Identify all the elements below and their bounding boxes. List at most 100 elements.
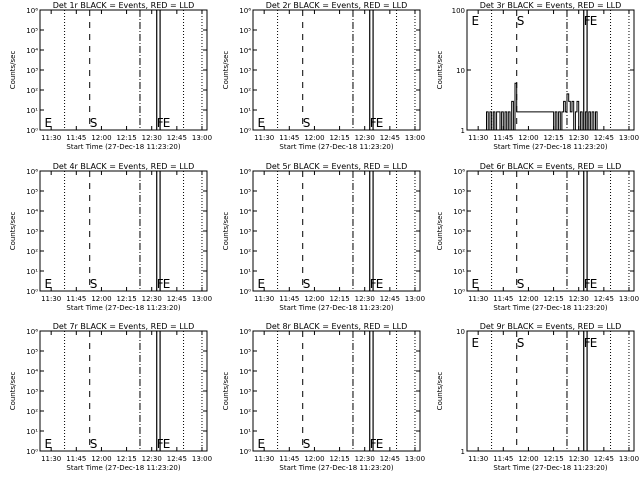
x-tick-label: 12:30 [142,134,162,142]
x-tick-label: 12:15 [116,455,136,463]
panel-det-8: Det 8r BLACK = Events, RED = LLD 10⁶ 10⁵ 10… [222,322,425,472]
panel-det-7: Det 7r BLACK = Events, RED = LLD 10⁶ 10⁵ 10… [9,322,212,472]
panel-title: Det 8r BLACK = Events, RED = LLD [266,322,408,331]
marker-label: S [517,14,525,28]
marker-label: E [163,116,171,130]
panel-title: Det 7r BLACK = Events, RED = LLD [53,322,195,331]
panel-det-4: Det 4r BLACK = Events, RED = LLD 10⁶ 10⁵ 10… [9,162,212,312]
y-tick-label: 10⁵ [239,188,251,196]
panel-det-2: Det 2r BLACK = Events, RED = LLD 10⁶ 10⁵ 10… [222,1,425,151]
y-tick-label: 10⁵ [239,348,251,356]
x-axis-label: Start Time (27-Dec-18 11:23:20) [279,304,393,312]
panel-title: Det 6r BLACK = Events, RED = LLD [480,162,622,171]
x-tick-label: 12:30 [569,295,589,303]
marker-label: E [376,116,384,130]
panel-title: Det 3r BLACK = Events, RED = LLD [480,1,622,10]
y-tick-label: 10⁶ [239,7,251,15]
x-tick-label: 12:30 [569,134,589,142]
marker-label: E [44,437,52,451]
y-tick-label: 10⁴ [26,208,38,216]
x-axis-label: Start Time (27-Dec-18 11:23:20) [493,464,607,472]
panel-title: Det 4r BLACK = Events, RED = LLD [53,162,195,171]
panel-title: Det 2r BLACK = Events, RED = LLD [266,1,408,10]
marker-label: E [471,336,479,350]
marker-label: S [517,277,525,291]
y-tick-label: 10⁵ [453,188,465,196]
marker-label: F [370,277,377,291]
x-tick-label: 12:45 [380,295,400,303]
marker-label: S [90,277,98,291]
y-tick-label: 10¹ [26,268,38,276]
y-axis-label: Counts/sec [436,51,444,90]
y-tick-label: 10⁰ [239,127,251,135]
x-tick-label: 11:45 [493,134,513,142]
x-tick-label: 12:45 [594,134,614,142]
x-tick-label: 12:45 [380,455,400,463]
y-tick-label: 10³ [26,388,38,396]
x-tick-label: 12:45 [167,295,187,303]
x-tick-label: 11:30 [468,295,488,303]
y-axis-label: Counts/sec [9,372,17,411]
marker-label: F [157,437,164,451]
x-tick-label: 13:00 [405,295,425,303]
y-tick-label: 10⁴ [26,47,38,55]
y-tick-label: 10² [239,248,251,256]
x-tick-label: 13:00 [192,455,212,463]
marker-label: E [376,277,384,291]
y-tick-label: 10⁴ [26,368,38,376]
x-tick-label: 13:00 [619,295,639,303]
marker-label: E [257,437,265,451]
marker-label: F [370,116,377,130]
y-axis-label: Counts/sec [436,372,444,411]
y-tick-label: 10² [239,408,251,416]
marker-label: E [471,277,479,291]
marker-label: E [590,336,598,350]
x-tick-label: 11:45 [279,295,299,303]
marker-label: S [90,437,98,451]
x-tick-label: 12:30 [355,134,375,142]
y-tick-label: 10⁰ [26,288,38,296]
y-tick-label: 10⁵ [26,27,38,35]
y-axis-label: Counts/sec [9,51,17,90]
x-tick-label: 12:00 [518,295,538,303]
x-tick-label: 12:15 [329,455,349,463]
x-tick-label: 12:30 [142,295,162,303]
y-tick-label: 10⁶ [239,328,251,336]
y-tick-label: 10⁰ [26,448,38,456]
x-tick-label: 11:30 [41,455,61,463]
y-tick-label: 10⁴ [453,208,465,216]
x-tick-label: 13:00 [619,134,639,142]
x-axis-label: Start Time (27-Dec-18 11:23:20) [66,143,180,151]
y-tick-label: 10⁴ [239,47,251,55]
x-tick-label: 12:15 [543,455,563,463]
panel-det-5: Det 5r BLACK = Events, RED = LLD 10⁶ 10⁵ 10… [222,162,425,312]
panel-det-3: Det 3r BLACK = Events, RED = LLD 100 10 1 Co… [436,1,639,151]
x-tick-label: 11:30 [254,295,274,303]
y-tick-label: 10 [456,328,465,336]
marker-label: E [257,277,265,291]
x-axis-label: Start Time (27-Dec-18 11:23:20) [493,143,607,151]
y-axis-label: Counts/sec [222,212,230,251]
x-tick-label: 12:30 [355,295,375,303]
x-tick-label: 12:00 [304,455,324,463]
x-tick-label: 12:30 [355,455,375,463]
marker-label: F [584,336,591,350]
x-axis-label: Start Time (27-Dec-18 11:23:20) [279,464,393,472]
y-tick-label: 10² [26,248,38,256]
y-tick-label: 10⁵ [26,348,38,356]
marker-label: F [157,116,164,130]
marker-label: F [157,277,164,291]
x-tick-label: 11:45 [66,134,86,142]
y-tick-label: 10¹ [239,428,251,436]
y-tick-label: 10¹ [239,107,251,115]
x-tick-label: 12:15 [329,295,349,303]
y-tick-label: 10² [239,87,251,95]
x-axis-label: Start Time (27-Dec-18 11:23:20) [66,304,180,312]
x-tick-label: 11:45 [66,455,86,463]
y-tick-label: 10⁶ [453,168,465,176]
marker-label: E [44,277,52,291]
y-tick-label: 10 [456,67,465,75]
y-tick-label: 10⁴ [239,368,251,376]
y-tick-label: 10³ [239,228,251,236]
y-tick-label: 10⁵ [239,27,251,35]
